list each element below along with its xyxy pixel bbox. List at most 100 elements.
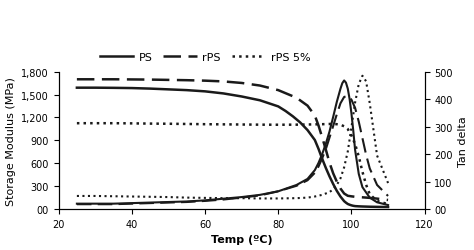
X-axis label: Temp (ºC): Temp (ºC) bbox=[211, 234, 273, 244]
PS bbox=[347, 204, 353, 206]
PS bbox=[356, 205, 362, 208]
rPS 5% bbox=[74, 122, 80, 125]
rPS bbox=[110, 78, 116, 82]
rPS 5% bbox=[341, 125, 347, 128]
PS bbox=[343, 201, 349, 204]
rPS bbox=[239, 82, 245, 85]
PS bbox=[385, 206, 391, 209]
Legend: PS, rPS, rPS 5%: PS, rPS, rPS 5% bbox=[95, 48, 315, 67]
rPS 5% bbox=[348, 134, 354, 138]
rPS 5% bbox=[367, 193, 373, 196]
rPS 5% bbox=[312, 123, 318, 126]
rPS bbox=[341, 192, 347, 195]
PS bbox=[337, 195, 343, 198]
rPS 5% bbox=[327, 123, 332, 126]
Line: rPS 5%: rPS 5% bbox=[77, 124, 388, 204]
rPS bbox=[323, 148, 328, 152]
rPS bbox=[337, 187, 343, 190]
rPS bbox=[305, 105, 310, 108]
PS bbox=[360, 205, 365, 208]
rPS 5% bbox=[337, 124, 343, 127]
rPS bbox=[360, 196, 365, 199]
rPS bbox=[385, 199, 391, 202]
PS bbox=[327, 175, 332, 178]
PS bbox=[374, 206, 380, 208]
rPS 5% bbox=[294, 124, 300, 127]
rPS 5% bbox=[202, 123, 208, 126]
PS bbox=[290, 115, 296, 118]
rPS 5% bbox=[239, 124, 245, 126]
rPS bbox=[202, 80, 208, 83]
PS bbox=[184, 89, 190, 92]
Line: PS: PS bbox=[77, 88, 388, 207]
rPS bbox=[275, 89, 281, 92]
rPS bbox=[316, 124, 321, 128]
rPS bbox=[220, 80, 226, 84]
rPS 5% bbox=[334, 123, 340, 126]
rPS bbox=[129, 78, 135, 82]
PS bbox=[92, 87, 98, 90]
rPS 5% bbox=[305, 124, 310, 126]
Line: rPS: rPS bbox=[77, 80, 388, 200]
PS bbox=[352, 205, 358, 208]
rPS bbox=[319, 136, 325, 139]
rPS bbox=[74, 78, 80, 82]
rPS 5% bbox=[257, 124, 263, 127]
rPS bbox=[345, 194, 351, 198]
PS bbox=[339, 198, 345, 200]
rPS 5% bbox=[275, 124, 281, 127]
PS bbox=[257, 100, 263, 102]
rPS 5% bbox=[360, 170, 365, 173]
PS bbox=[316, 148, 321, 151]
PS bbox=[323, 167, 328, 170]
rPS 5% bbox=[345, 128, 351, 131]
rPS bbox=[165, 79, 171, 82]
rPS bbox=[257, 85, 263, 88]
PS bbox=[110, 87, 116, 90]
PS bbox=[330, 183, 336, 186]
rPS 5% bbox=[363, 184, 369, 186]
rPS 5% bbox=[330, 123, 336, 126]
rPS bbox=[147, 79, 153, 82]
PS bbox=[334, 190, 340, 192]
rPS bbox=[294, 97, 300, 100]
PS bbox=[305, 129, 310, 132]
PS bbox=[341, 200, 347, 203]
PS bbox=[74, 87, 80, 90]
PS bbox=[275, 106, 281, 108]
rPS 5% bbox=[165, 123, 171, 126]
PS bbox=[319, 158, 325, 160]
PS bbox=[345, 203, 351, 206]
PS bbox=[165, 88, 171, 92]
PS bbox=[129, 87, 135, 90]
rPS 5% bbox=[319, 123, 325, 126]
rPS 5% bbox=[374, 200, 380, 202]
rPS bbox=[184, 79, 190, 82]
rPS 5% bbox=[356, 155, 362, 158]
rPS 5% bbox=[129, 122, 135, 125]
PS bbox=[220, 92, 226, 96]
rPS 5% bbox=[220, 123, 226, 126]
rPS bbox=[352, 196, 358, 198]
rPS bbox=[348, 195, 354, 198]
rPS bbox=[367, 196, 373, 200]
PS bbox=[348, 204, 354, 207]
rPS 5% bbox=[110, 122, 116, 125]
Y-axis label: Tan delta: Tan delta bbox=[458, 116, 468, 166]
rPS 5% bbox=[147, 122, 153, 126]
PS bbox=[147, 88, 153, 91]
rPS bbox=[327, 162, 332, 164]
PS bbox=[283, 110, 288, 113]
rPS 5% bbox=[385, 203, 391, 206]
rPS bbox=[92, 78, 98, 82]
PS bbox=[297, 122, 303, 124]
PS bbox=[202, 90, 208, 94]
Y-axis label: Storage Modulus (MPa): Storage Modulus (MPa) bbox=[6, 77, 16, 205]
PS bbox=[239, 96, 245, 98]
rPS bbox=[334, 180, 340, 184]
PS bbox=[350, 204, 356, 208]
rPS 5% bbox=[92, 122, 98, 125]
PS bbox=[367, 206, 373, 208]
rPS bbox=[356, 196, 362, 199]
rPS bbox=[374, 197, 380, 200]
